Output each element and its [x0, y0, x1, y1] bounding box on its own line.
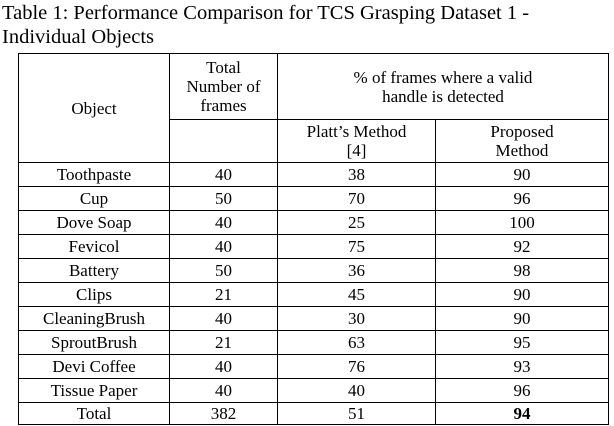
cell-platt: 45 [277, 282, 436, 307]
cell-platt: 70 [277, 186, 436, 211]
table-row: Dove Soap 40 25 100 [18, 210, 609, 235]
table-row: Fevicol 40 75 92 [18, 234, 609, 259]
header-proposed-label: Proposed Method [490, 122, 554, 160]
header-platt: Platt’s Method [4] [277, 119, 436, 163]
header-percent-group: % of frames where a valid handle is dete… [277, 53, 609, 120]
cell-total: 50 [169, 186, 278, 211]
cell-platt: 38 [277, 162, 436, 187]
table-row: Clips 21 45 90 [18, 282, 609, 307]
performance-table: Object Total Number of frames % of frame… [18, 53, 609, 425]
cell-proposed: 93 [435, 354, 609, 379]
table-row: SproutBrush 21 63 95 [18, 330, 609, 355]
total-cell-total: 382 [169, 402, 278, 425]
cell-object: Dove Soap [18, 210, 170, 235]
table-row: Toothpaste 40 38 90 [18, 162, 609, 187]
header-object: Object [18, 53, 170, 163]
cell-object: Devi Coffee [18, 354, 170, 379]
cell-object: Toothpaste [18, 162, 170, 187]
cell-total: 50 [169, 258, 278, 283]
cell-proposed: 95 [435, 330, 609, 355]
cell-total: 40 [169, 306, 278, 331]
cell-proposed: 96 [435, 186, 609, 211]
header-proposed: Proposed Method [435, 119, 609, 163]
table-body: Object Total Number of frames % of frame… [18, 53, 609, 425]
cell-platt: 63 [277, 330, 436, 355]
subheader-empty-cell [169, 119, 278, 163]
cell-total: 40 [169, 354, 278, 379]
cell-object: CleaningBrush [18, 306, 170, 331]
table-row: Battery 50 36 98 [18, 258, 609, 283]
table-row: CleaningBrush 40 30 90 [18, 306, 609, 331]
cell-object: Cup [18, 186, 170, 211]
cell-proposed: 92 [435, 234, 609, 259]
table-caption: Table 1: Performance Comparison for TCS … [2, 2, 530, 48]
cell-object: SproutBrush [18, 330, 170, 355]
cell-object: Clips [18, 282, 170, 307]
cell-total: 40 [169, 378, 278, 403]
cell-proposed: 90 [435, 162, 609, 187]
cell-platt: 76 [277, 354, 436, 379]
table-row: Tissue Paper 40 40 96 [18, 378, 609, 403]
cell-platt: 25 [277, 210, 436, 235]
table-row: Cup 50 70 96 [18, 186, 609, 211]
cell-proposed: 100 [435, 210, 609, 235]
header-object-label: Object [71, 98, 117, 118]
cell-total: 21 [169, 282, 278, 307]
cell-proposed: 90 [435, 282, 609, 307]
cell-platt: 75 [277, 234, 436, 259]
header-row: Object Total Number of frames % of frame… [18, 53, 609, 163]
header-total-frames: Total Number of frames [169, 53, 278, 120]
total-cell-object: Total [18, 402, 170, 425]
cell-total: 40 [169, 234, 278, 259]
cell-platt: 36 [277, 258, 436, 283]
table-row: Devi Coffee 40 76 93 [18, 354, 609, 379]
cell-object: Battery [18, 258, 170, 283]
total-row: Total 382 51 94 [18, 402, 609, 425]
total-cell-proposed: 94 [435, 402, 609, 425]
header-platt-label: Platt’s Method [4] [306, 122, 407, 160]
cell-total: 40 [169, 162, 278, 187]
header-percent-group-label: % of frames where a valid handle is dete… [353, 67, 533, 106]
cell-proposed: 96 [435, 378, 609, 403]
cell-proposed: 98 [435, 258, 609, 283]
cell-total: 40 [169, 210, 278, 235]
cell-total: 21 [169, 330, 278, 355]
total-cell-platt: 51 [277, 402, 436, 425]
cell-object: Tissue Paper [18, 378, 170, 403]
cell-object: Fevicol [18, 234, 170, 259]
cell-proposed: 90 [435, 306, 609, 331]
cell-platt: 30 [277, 306, 436, 331]
cell-platt: 40 [277, 378, 436, 403]
header-total-frames-label: Total Number of frames [186, 58, 261, 115]
